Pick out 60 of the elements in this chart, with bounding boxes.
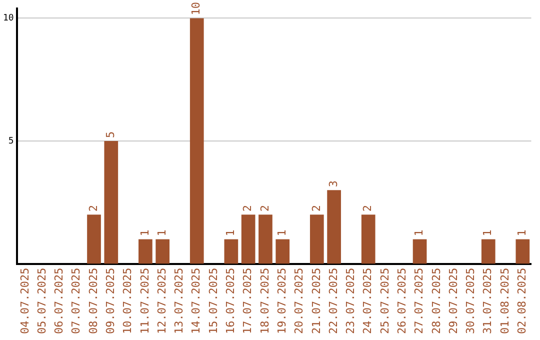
x-tick-label: 27.07.2025 — [412, 268, 426, 334]
bar — [327, 190, 341, 264]
x-tick-label: 13.07.2025 — [172, 268, 186, 334]
x-tick-label: 21.07.2025 — [310, 268, 323, 334]
bar — [310, 214, 324, 264]
data-label: 1 — [516, 230, 529, 236]
x-tick-label: 12.07.2025 — [155, 268, 168, 334]
data-label: 5 — [104, 131, 118, 138]
bar — [361, 214, 376, 264]
bar — [241, 214, 256, 264]
data-label: 2 — [310, 205, 323, 212]
x-tick-label: 22.07.2025 — [326, 268, 340, 334]
data-label: 1 — [138, 230, 152, 236]
x-tick-label: 25.07.2025 — [378, 268, 392, 334]
bar — [412, 239, 427, 264]
x-tick-label: 02.08.2025 — [516, 268, 529, 334]
x-tick-label: 17.07.2025 — [241, 268, 254, 334]
x-tick-label: 10.07.2025 — [121, 268, 134, 334]
x-tick-label: 24.07.2025 — [361, 268, 374, 334]
x-tick-label: 26.07.2025 — [396, 268, 408, 334]
x-tick-label: 16.07.2025 — [224, 268, 238, 334]
x-tick-label: 11.07.2025 — [138, 268, 152, 334]
data-label: 2 — [241, 205, 254, 212]
x-tick-label: 28.07.2025 — [430, 268, 443, 334]
data-label: 2 — [86, 205, 100, 212]
data-label: 1 — [275, 230, 288, 236]
bar — [224, 239, 238, 264]
data-label: 1 — [224, 230, 238, 236]
bar — [104, 141, 118, 264]
bar — [87, 214, 101, 264]
bar — [190, 18, 204, 264]
x-tick-label: 23.07.2025 — [344, 268, 358, 334]
data-label: 1 — [481, 230, 494, 236]
bar — [516, 239, 530, 264]
data-label: 2 — [361, 205, 374, 212]
bar — [258, 214, 272, 264]
x-tick-label: 07.07.2025 — [70, 268, 83, 334]
x-tick-label: 04.07.2025 — [18, 268, 32, 334]
x-tick-label: 18.07.2025 — [258, 268, 272, 334]
bar — [156, 239, 170, 264]
x-tick-label: 06.07.2025 — [52, 268, 66, 334]
x-tick-label: 29.07.2025 — [446, 268, 460, 334]
x-tick-label: 30.07.2025 — [464, 268, 478, 334]
bar — [481, 239, 496, 264]
data-label: 2 — [258, 205, 272, 212]
x-tick-label: 31.07.2025 — [481, 268, 494, 334]
x-tick-label: 05.07.2025 — [35, 268, 48, 334]
bar — [138, 239, 152, 264]
x-tick-label: 09.07.2025 — [104, 268, 118, 334]
x-tick-label: 20.07.2025 — [292, 268, 306, 334]
x-tick-label: 14.07.2025 — [190, 268, 203, 334]
bar — [276, 239, 290, 264]
data-label: 10 — [190, 2, 203, 16]
data-label: 3 — [326, 180, 340, 188]
x-tick-label: 19.07.2025 — [275, 268, 288, 334]
data-label: 1 — [155, 230, 168, 236]
x-tick-label: 08.07.2025 — [86, 268, 100, 334]
x-tick-label: 15.07.2025 — [206, 268, 220, 334]
data-label: 1 — [412, 230, 426, 236]
x-tick-label: 01.08.2025 — [498, 268, 512, 334]
